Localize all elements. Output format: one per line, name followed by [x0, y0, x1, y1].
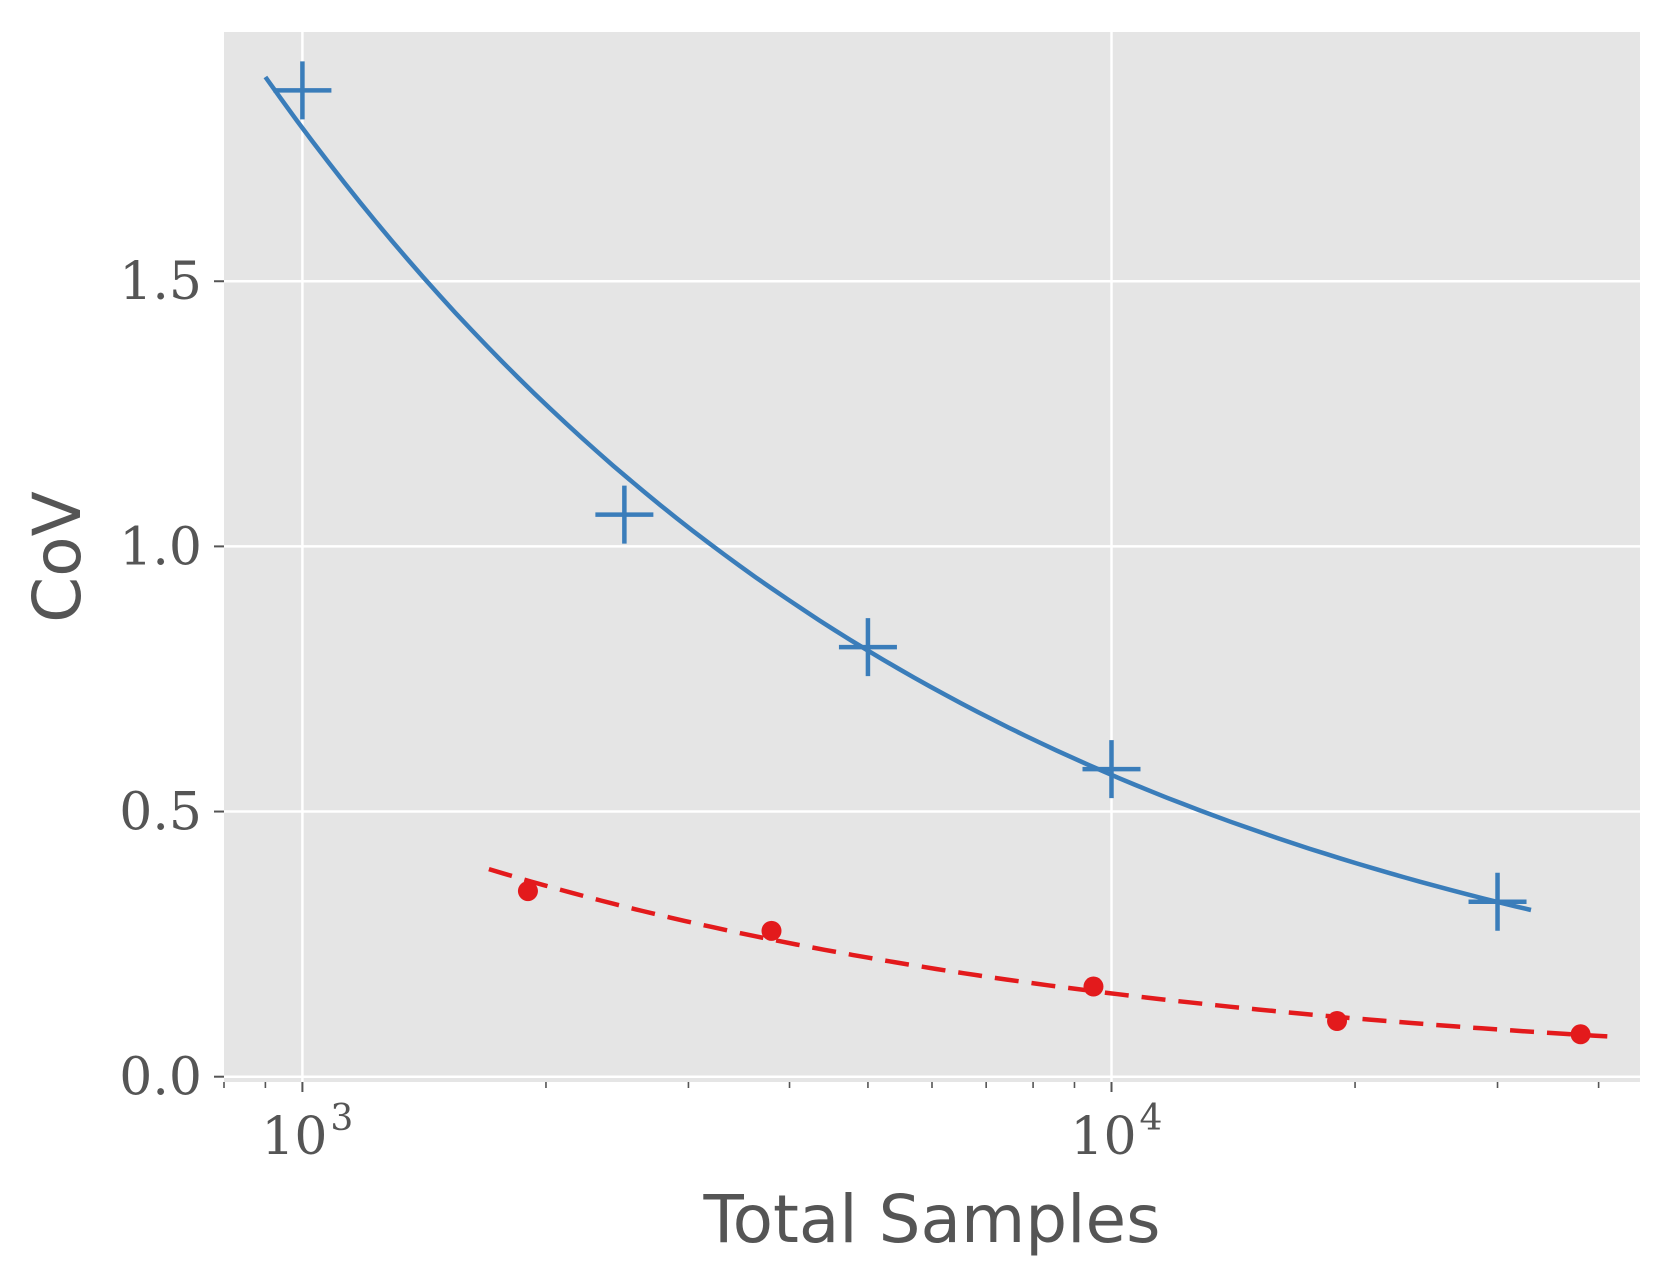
x-tick-label: 10 3 — [261, 1098, 353, 1167]
y-tick-label: 1.5 — [119, 252, 202, 312]
fit-line-series-1 — [263, 75, 1532, 913]
dot-marker — [761, 920, 782, 941]
x-tick-label: 10 4 — [1070, 1098, 1162, 1167]
plus-marker — [838, 618, 897, 677]
fit-lines — [263, 75, 1608, 1039]
plus-marker — [595, 485, 654, 544]
plus-marker — [1468, 872, 1527, 931]
y-tick-label: 0.0 — [119, 1048, 202, 1108]
tick-labels: 0.00.51.01.510 3 10 4 — [119, 252, 1162, 1167]
x-tick-label-base: 10 — [1070, 1107, 1136, 1167]
grid — [224, 32, 1640, 1082]
x-tick-label-exponent: 4 — [1139, 1098, 1162, 1139]
x-axis-label: Total Samples — [703, 1181, 1161, 1258]
axes — [214, 280, 1600, 1092]
x-tick-label-base: 10 — [261, 1107, 327, 1167]
dot-marker — [517, 881, 538, 902]
fit-line-series-2 — [488, 866, 1608, 1039]
y-tick-label: 1.0 — [119, 517, 202, 577]
plus-marker — [1082, 740, 1141, 799]
data-points — [273, 61, 1591, 1045]
y-tick-label: 0.5 — [119, 783, 202, 843]
plot-background — [224, 32, 1640, 1082]
plus-marker — [273, 61, 332, 120]
dot-marker — [1327, 1011, 1348, 1032]
dot-marker — [1083, 976, 1104, 997]
x-tick-label-exponent: 3 — [330, 1098, 353, 1139]
y-axis-label: CoV — [19, 491, 96, 623]
dot-marker — [1570, 1024, 1591, 1045]
